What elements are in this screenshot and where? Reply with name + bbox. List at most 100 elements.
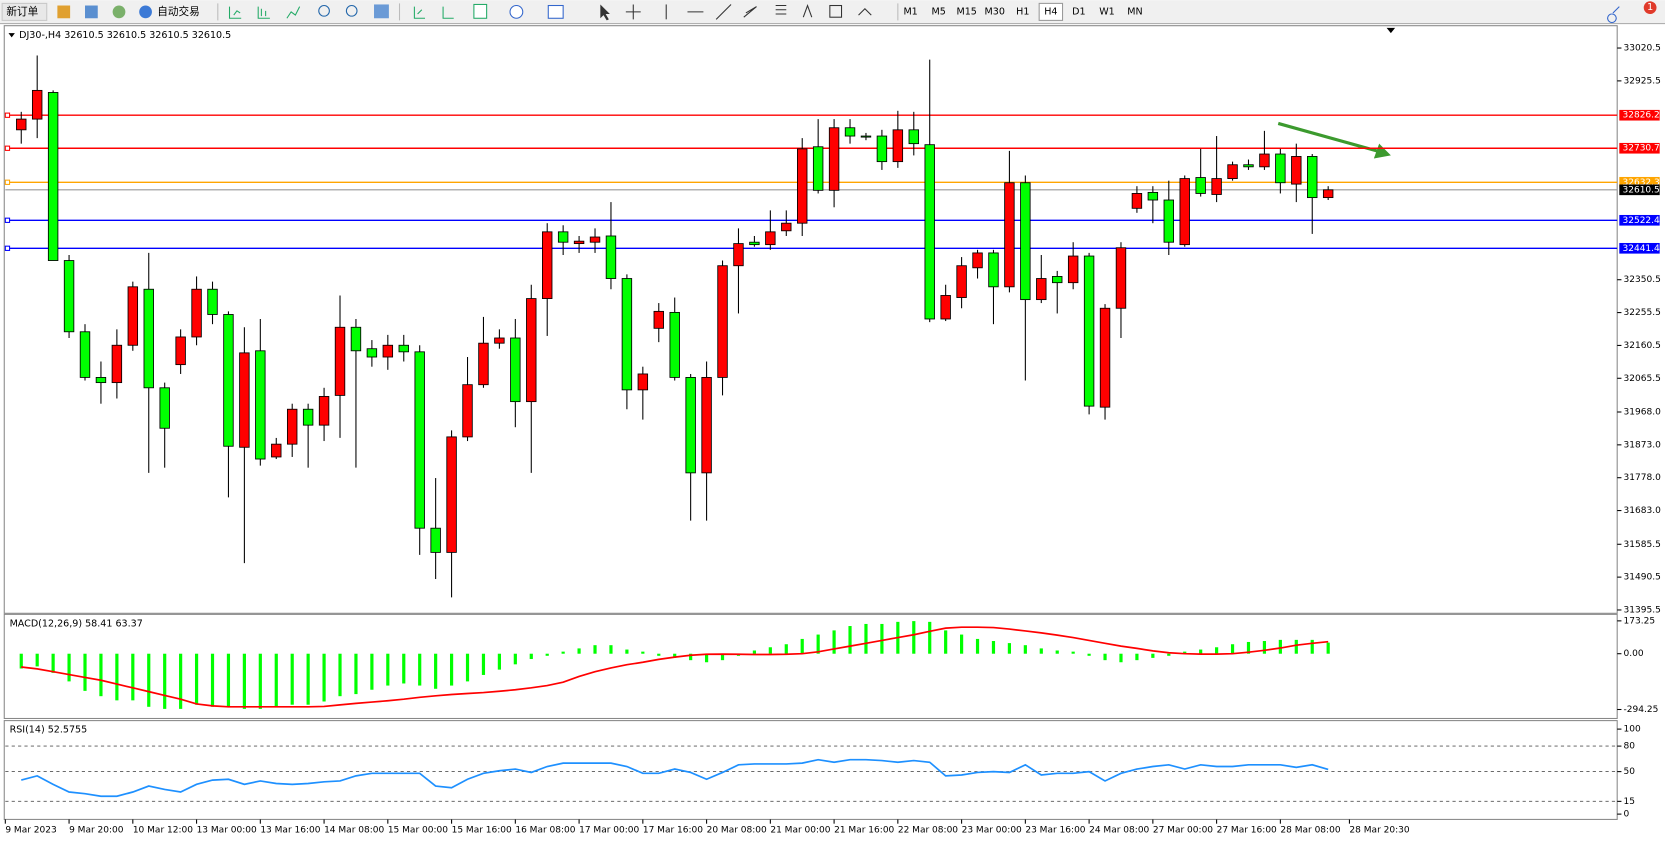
macd-bar [465,653,470,682]
timeframe-button[interactable]: M1 [903,6,917,17]
x-tick-label: 23 Mar 00:00 [962,826,1022,836]
candle-body [589,236,601,243]
timeframe-button[interactable]: MN [1127,6,1142,17]
text-tool[interactable] [802,3,813,18]
candle-body [446,436,457,553]
candle-body [1211,178,1222,195]
icon[interactable] [228,6,242,19]
trendline-tool[interactable] [715,4,732,20]
search-icon[interactable] [1607,6,1620,24]
bid-label: 32610.5 [1622,185,1659,195]
timeframe-button[interactable]: M15 [957,6,977,17]
icon[interactable] [473,3,488,19]
fibo-tool[interactable] [775,4,787,15]
new-order-label[interactable]: 新订单 [6,5,38,18]
annotation-arrow [1277,121,1382,154]
icon[interactable] [374,4,389,19]
icon[interactable] [509,4,524,19]
arrows-tool[interactable] [858,7,872,16]
candle-body [382,344,394,358]
macd-bar [529,653,533,660]
macd-bar [1294,639,1298,654]
macd-bar [1023,645,1027,654]
bid-tag [1619,184,1660,196]
icon[interactable] [547,4,564,19]
macd-bar [290,653,294,705]
timeframe-button[interactable]: W1 [1099,6,1115,17]
candle-body [956,265,967,298]
candle-body [701,376,712,474]
macd-bar [720,653,725,661]
candle-body [526,298,537,403]
candle-body [95,376,107,384]
macd-bar [1167,653,1171,656]
candle-body [1067,255,1079,284]
symbol-header: DJ30-,H4 32610.5 32610.5 32610.5 32610.5 [19,30,231,41]
candle-body [1291,156,1302,185]
macd-bar [1055,650,1059,654]
macd-bar [83,653,87,691]
y-tick-label: 32065.5 [1624,374,1661,384]
x-tick-label: 28 Mar 20:30 [1349,826,1409,836]
cursor-tool[interactable] [600,4,610,21]
candle-body [557,231,569,243]
channel-tool[interactable] [743,6,757,18]
icon[interactable] [442,6,454,19]
macd-bar [832,630,836,654]
icon[interactable] [413,6,426,19]
candle-body [1036,278,1047,301]
timeframe-button[interactable]: M30 [985,6,1005,17]
x-tick-label: 15 Mar 00:00 [388,826,448,836]
y-tick-label: 0 [1624,810,1630,820]
candle-body [31,89,43,120]
new-order-button[interactable] [1,2,48,21]
candle-body [812,146,824,191]
macd-bar [179,653,183,709]
x-tick-label: 9 Mar 20:00 [69,826,124,836]
zoom-in[interactable] [318,4,330,17]
rsi-frame [3,720,1618,820]
y-tick-label: 31585.5 [1624,540,1661,550]
timeframe-button[interactable]: H4 [1044,6,1057,17]
candle-body [844,127,856,137]
macd-bar [880,623,884,654]
macd-bar [147,653,151,707]
candle-body [127,286,139,346]
candle-body [350,326,362,352]
x-tick-label: 10 Mar 12:00 [133,826,193,836]
macd-bar [513,653,517,665]
candle-body [47,92,59,261]
x-tick-label: 23 Mar 16:00 [1025,826,1085,836]
candle-body [366,348,378,358]
auto-trading-label[interactable]: 自动交易 [157,5,199,18]
timeframe-button[interactable]: H1 [1016,6,1029,17]
macd-bar [481,653,486,675]
y-tick-label: 0.00 [1624,649,1644,659]
icon[interactable] [286,6,301,19]
timeframe-button[interactable]: D1 [1072,6,1085,17]
candle-body [175,336,186,366]
macd-bar [242,653,246,709]
x-tick-label: 27 Mar 00:00 [1153,826,1213,836]
candle-body [478,342,489,386]
macd-bar [784,644,788,654]
candle-body [621,278,633,391]
timeframe-button[interactable]: M5 [931,6,945,17]
shift-marker [1386,27,1396,34]
crosshair-tool[interactable] [625,4,641,20]
icon[interactable] [257,6,270,19]
macd-bar [386,653,390,686]
symbol-menu-arrow[interactable] [8,33,15,38]
candle-body [271,443,282,458]
label-tool[interactable] [829,4,843,18]
macd-bar [418,653,422,686]
notification-badge[interactable] [1643,1,1657,15]
macd-bar [258,653,262,709]
macd-bar [163,653,167,709]
macd-bar [1007,643,1012,654]
active-timeframe [1038,2,1064,21]
y-tick-label: 80 [1624,742,1636,752]
zoom-out[interactable] [345,4,358,17]
candle-body [1020,182,1031,301]
candle-body [494,337,505,344]
